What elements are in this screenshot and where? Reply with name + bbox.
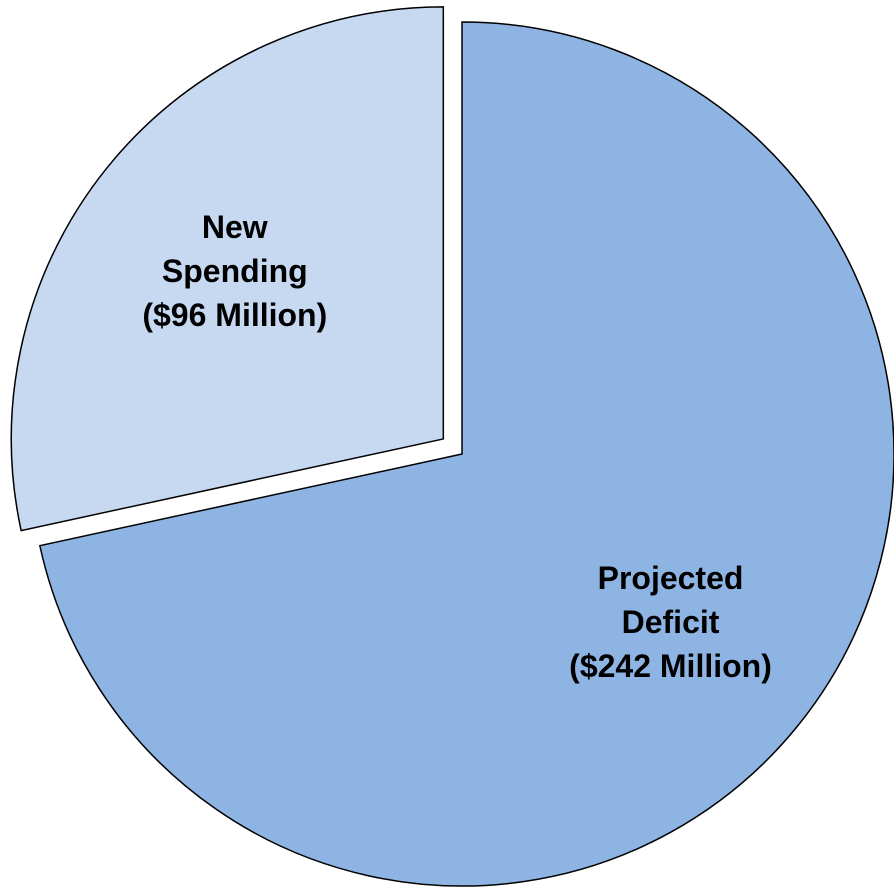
slice-label-line: Deficit — [622, 604, 720, 640]
pie-slices — [10, 6, 894, 887]
pie-slice-new-spending — [10, 6, 445, 532]
slice-label-line: ($242 Million) — [569, 648, 772, 684]
slice-label-new-spending: New Spending ($96 Million) — [142, 209, 327, 333]
slice-label-line: New — [202, 209, 268, 245]
slice-label-line: Projected — [598, 560, 744, 596]
slice-label-line: Spending — [162, 253, 308, 289]
pie-slice-projected-deficit — [38, 21, 894, 887]
pie-labels: Projected Deficit ($242 Million) New Spendin… — [142, 209, 772, 684]
slice-label-projected-deficit: Projected Deficit ($242 Million) — [569, 560, 772, 684]
slice-label-line: ($96 Million) — [142, 297, 327, 333]
